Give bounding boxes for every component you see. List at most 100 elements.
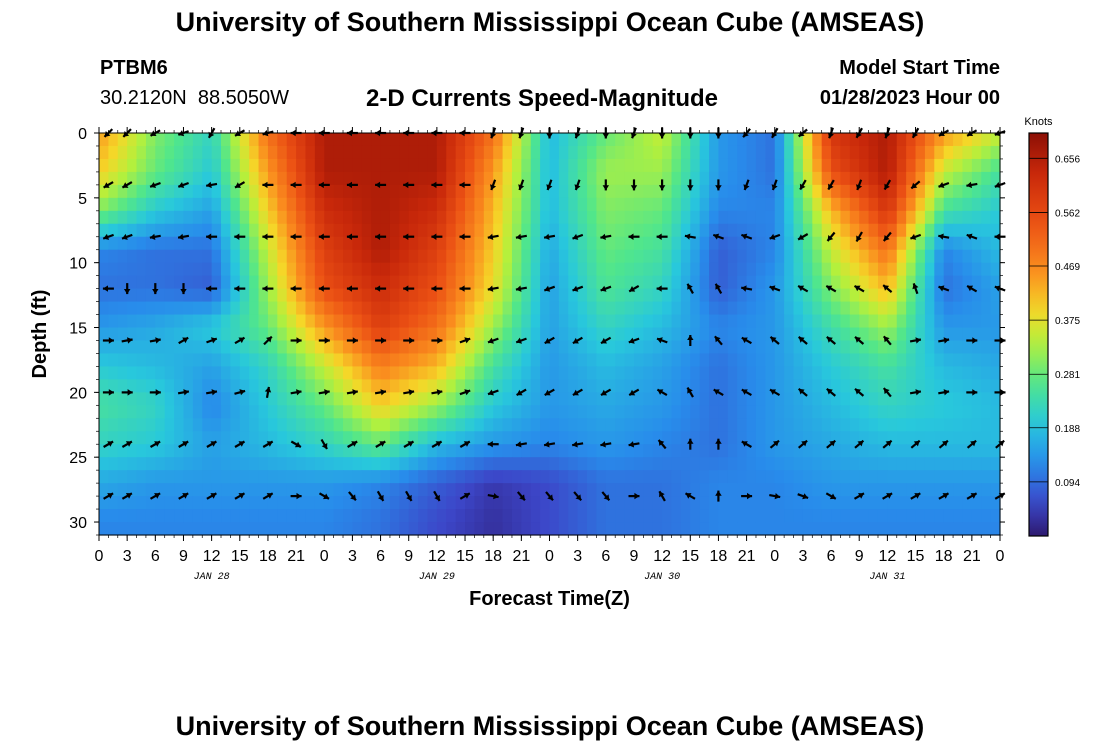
heatmap-cell <box>174 158 185 173</box>
heatmap-cell <box>568 171 579 186</box>
heatmap-cell <box>192 522 203 536</box>
heatmap-cell <box>746 470 757 484</box>
heatmap-cell <box>558 496 569 510</box>
heatmap-cell <box>849 171 860 186</box>
heatmap-cell <box>183 418 194 432</box>
heatmap-cell <box>192 496 203 510</box>
heatmap-cell <box>343 418 354 432</box>
vector-head <box>518 132 525 139</box>
heatmap-cell <box>408 379 419 393</box>
heatmap-cell <box>277 327 288 342</box>
heatmap-cell <box>680 418 691 432</box>
heatmap-cell <box>971 457 982 471</box>
heatmap-cell <box>812 133 823 147</box>
heatmap-cell <box>483 366 494 380</box>
heatmap-cell <box>662 366 673 380</box>
heatmap-cell <box>427 340 438 355</box>
heatmap-cell <box>446 133 457 147</box>
heatmap-cell <box>465 470 476 484</box>
heatmap-cell <box>643 431 654 445</box>
heatmap-cell <box>530 522 541 536</box>
heatmap-cell <box>896 340 907 355</box>
heatmap-cell <box>755 379 766 393</box>
heatmap-cell <box>924 133 935 147</box>
heatmap-cell <box>671 392 682 406</box>
current-vector <box>234 440 246 448</box>
heatmap-cell <box>371 236 382 251</box>
heatmap-cell <box>361 405 372 419</box>
heatmap-cell <box>877 171 888 186</box>
heatmap-cell <box>540 210 551 225</box>
vector-head <box>206 285 212 292</box>
heatmap-cell <box>577 301 588 316</box>
heatmap-cell <box>371 158 382 173</box>
heatmap-cell <box>117 392 128 406</box>
heatmap-cell <box>249 314 260 329</box>
heatmap-cell <box>662 483 673 497</box>
heatmap-cell <box>549 340 560 355</box>
heatmap-cell <box>371 314 382 329</box>
heatmap-cell <box>380 340 391 355</box>
heatmap-cell <box>802 133 813 147</box>
heatmap-cell <box>887 262 898 277</box>
heatmap-cell <box>474 262 485 277</box>
heatmap-cell <box>540 288 551 303</box>
heatmap-cell <box>258 262 269 277</box>
heatmap-cell <box>286 314 297 329</box>
heatmap-cell <box>267 483 278 497</box>
heatmap-cell <box>652 379 663 393</box>
heatmap-cell <box>296 353 307 368</box>
heatmap-cell <box>934 327 945 342</box>
vector-head <box>602 133 609 139</box>
heatmap-cell <box>333 301 344 316</box>
heatmap-cell <box>296 327 307 342</box>
heatmap-cell <box>352 418 363 432</box>
heatmap-cell <box>662 262 673 277</box>
vector-head <box>378 494 384 501</box>
heatmap-cell <box>389 392 400 406</box>
heatmap-cell <box>990 483 1001 497</box>
heatmap-cell <box>511 288 522 303</box>
heatmap-cell <box>389 236 400 251</box>
vector-head <box>544 285 551 292</box>
heatmap-cell <box>427 509 438 523</box>
heatmap-cell <box>399 301 410 316</box>
heatmap-cell <box>755 418 766 432</box>
heatmap-cell <box>239 418 250 432</box>
heatmap-cell <box>652 444 663 458</box>
heatmap-cell <box>568 158 579 173</box>
heatmap-cell <box>821 379 832 393</box>
current-vector <box>938 439 949 449</box>
heatmap-cell <box>915 314 926 329</box>
heatmap-cell <box>211 392 222 406</box>
heatmap-cell <box>343 379 354 393</box>
heatmap-cell <box>258 301 269 316</box>
heatmap-cell <box>605 340 616 355</box>
heatmap-cell <box>502 133 513 147</box>
heatmap-cell <box>361 171 372 186</box>
heatmap-cell <box>887 392 898 406</box>
heatmap-cell <box>99 184 109 199</box>
heatmap-cell <box>343 405 354 419</box>
heatmap-cell <box>465 418 476 432</box>
current-vector <box>910 180 921 190</box>
current-vector <box>262 492 274 500</box>
heatmap-cell <box>530 483 541 497</box>
heatmap-cell <box>765 509 776 523</box>
heatmap-cell <box>568 145 579 160</box>
heatmap-cell <box>802 197 813 212</box>
heatmap-cell <box>333 236 344 251</box>
heatmap-cell <box>690 171 701 186</box>
vector-head <box>409 337 415 344</box>
heatmap-cell <box>408 366 419 380</box>
current-vector <box>206 337 218 344</box>
heatmap-cell <box>108 444 119 458</box>
heatmap-cell <box>943 236 954 251</box>
vector-head <box>770 389 776 395</box>
heatmap-cell <box>906 236 917 251</box>
heatmap-cell <box>596 405 607 419</box>
heatmap-cell <box>990 288 1001 303</box>
heatmap-cell <box>802 288 813 303</box>
heatmap-cell <box>483 249 494 264</box>
heatmap-cell <box>859 145 870 160</box>
